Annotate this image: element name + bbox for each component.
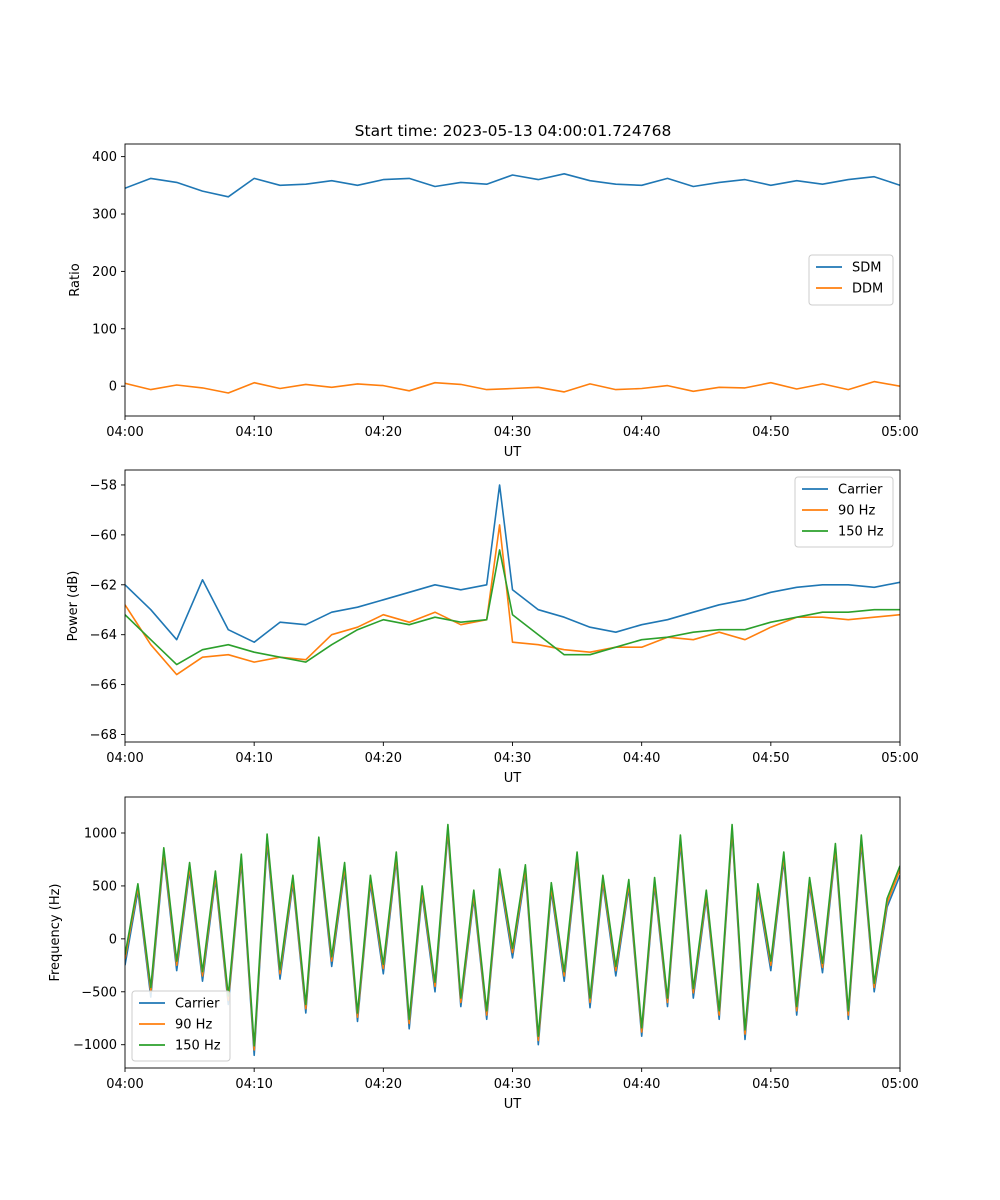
x-tick-label: 05:00 bbox=[881, 1077, 918, 1092]
x-tick-label: 04:00 bbox=[106, 751, 143, 766]
legend-label-ddm: DDM bbox=[852, 282, 883, 297]
x-tick-label: 04:20 bbox=[365, 751, 402, 766]
ratio-subplot: 04:00 04:10 04:20 04:30 04:40 04:50 05:00 0 100 2… bbox=[68, 143, 919, 460]
x-axis-label: UT bbox=[504, 771, 522, 786]
y-tick-label: 400 bbox=[92, 150, 117, 165]
series-line-150-hz bbox=[125, 549, 900, 666]
y-axis-label: Ratio bbox=[68, 263, 83, 296]
series-group bbox=[125, 173, 900, 394]
legend-box bbox=[131, 990, 231, 1062]
y-tick-label: −500 bbox=[81, 985, 117, 1000]
legend-label-carrier: Carrier bbox=[838, 483, 883, 498]
x-tick-label: 04:10 bbox=[235, 751, 272, 766]
series-line-90-hz bbox=[125, 827, 900, 1051]
figure-title: Start time: 2023-05-13 04:00:01.724768 bbox=[355, 122, 672, 140]
x-tick-label: 05:00 bbox=[881, 751, 918, 766]
x-tick-label: 04:20 bbox=[365, 425, 402, 440]
series-group bbox=[125, 823, 900, 1057]
y-tick-label: −60 bbox=[90, 528, 117, 543]
series-line-150-hz bbox=[125, 823, 900, 1047]
y-tick-label: −64 bbox=[90, 628, 117, 643]
x-tick-label: 04:00 bbox=[106, 1077, 143, 1092]
y-tick-label: 300 bbox=[92, 208, 117, 223]
y-tick-label: 100 bbox=[92, 322, 117, 337]
x-tick-label: 04:30 bbox=[494, 1077, 531, 1092]
series-group bbox=[125, 484, 900, 676]
y-tick-label: −1000 bbox=[73, 1038, 117, 1053]
series-line-carrier bbox=[125, 832, 900, 1057]
x-tick-label: 04:40 bbox=[623, 1077, 660, 1092]
x-axis-label: UT bbox=[504, 1097, 522, 1112]
x-tick-label: 04:10 bbox=[235, 425, 272, 440]
series-line-ddm bbox=[125, 380, 900, 394]
x-axis-label: UT bbox=[504, 445, 522, 460]
legend-label-150-hz: 150 Hz bbox=[838, 525, 884, 540]
y-tick-label: 1000 bbox=[84, 826, 117, 841]
legend-box bbox=[794, 476, 894, 548]
legend-label-150-hz: 150 Hz bbox=[175, 1039, 221, 1054]
x-tick-label: 04:10 bbox=[235, 1077, 272, 1092]
x-tick-label: 04:50 bbox=[752, 751, 789, 766]
legend: Carrier 90 Hz 150 Hz bbox=[131, 990, 231, 1062]
x-tick-label: 04:50 bbox=[752, 425, 789, 440]
y-tick-label: −66 bbox=[90, 678, 117, 693]
y-tick-label: −62 bbox=[90, 578, 117, 593]
x-tick-label: 04:40 bbox=[623, 425, 660, 440]
legend-label-carrier: Carrier bbox=[175, 997, 220, 1012]
legend-label-90-hz: 90 Hz bbox=[838, 504, 875, 519]
legend-label-90-hz: 90 Hz bbox=[175, 1018, 212, 1033]
y-axis-label: Power (dB) bbox=[66, 571, 81, 642]
x-tick-label: 05:00 bbox=[881, 425, 918, 440]
y-tick-label: 500 bbox=[92, 879, 117, 894]
x-tick-label: 04:30 bbox=[494, 751, 531, 766]
x-tick-label: 04:40 bbox=[623, 751, 660, 766]
series-line-carrier bbox=[125, 484, 900, 644]
y-tick-label: 0 bbox=[109, 932, 117, 947]
power-subplot: 04:00 04:10 04:20 04:30 04:40 04:50 05:00 −68 −6… bbox=[66, 469, 919, 786]
x-tick-label: 04:30 bbox=[494, 425, 531, 440]
legend: SDM DDM bbox=[808, 254, 894, 306]
y-tick-label: 0 bbox=[109, 380, 117, 395]
x-tick-label: 04:00 bbox=[106, 425, 143, 440]
series-line-sdm bbox=[125, 173, 900, 198]
legend: Carrier 90 Hz 150 Hz bbox=[794, 476, 894, 548]
y-tick-label: −58 bbox=[90, 478, 117, 493]
x-tick-label: 04:20 bbox=[365, 1077, 402, 1092]
y-tick-label: −68 bbox=[90, 728, 117, 743]
x-tick-label: 04:50 bbox=[752, 1077, 789, 1092]
frequency-subplot: 04:00 04:10 04:20 04:30 04:40 04:50 05:00 −1000… bbox=[48, 796, 919, 1112]
legend-label-sdm: SDM bbox=[852, 261, 881, 276]
y-tick-label: 200 bbox=[92, 265, 117, 280]
y-axis-label: Frequency (Hz) bbox=[48, 883, 63, 981]
